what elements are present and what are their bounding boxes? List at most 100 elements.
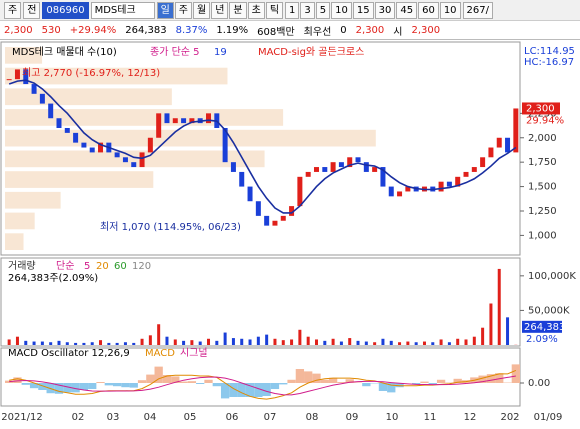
volume-bar: [173, 339, 177, 345]
volume-bar: [314, 339, 318, 345]
volume-last: 264,383: [524, 322, 565, 333]
toolbar-button[interactable]: 년: [211, 1, 229, 19]
volume-bar: [472, 336, 476, 345]
volume-bar: [107, 342, 111, 345]
oscillator-bar: [13, 377, 22, 383]
volume-bar: [431, 342, 435, 345]
volume-bar: [157, 324, 161, 345]
x-tick-label: 09: [346, 412, 359, 423]
toolbar-button[interactable]: 월: [193, 1, 211, 19]
change: 530: [41, 24, 61, 36]
candle: [206, 113, 212, 124]
interval-group: 1 3 5 10 15 30 45 60 10: [285, 1, 461, 19]
oscillator-bar: [179, 381, 188, 383]
candle: [280, 215, 286, 221]
oscillator-bar: [395, 383, 404, 388]
toolbar-button[interactable]: 1: [285, 1, 300, 19]
macd-legend: 시그널: [180, 347, 208, 359]
market-select[interactable]: 주: [4, 1, 22, 19]
y-tick-label: 1,500: [528, 182, 557, 193]
oscillator-bar: [187, 381, 197, 383]
candle: [172, 118, 178, 124]
x-tick-label: 03: [107, 412, 120, 423]
toolbar-button[interactable]: 주: [174, 1, 192, 19]
oscillator-bar: [196, 383, 205, 384]
volume-bar: [90, 342, 94, 345]
oscillator-bar: [495, 373, 504, 383]
oscillator-bar: [96, 382, 105, 383]
price: 2,300: [4, 24, 33, 36]
x-tick-label: 07: [264, 412, 277, 423]
candle: [297, 176, 303, 207]
volume-bar: [165, 336, 169, 345]
volume-bar: [306, 336, 310, 345]
oscillator-bar: [295, 369, 305, 383]
toolbar-button[interactable]: 10: [331, 1, 352, 19]
volume-bar: [414, 342, 418, 345]
volume-bar: [99, 340, 103, 345]
volume-bar: [348, 338, 352, 345]
volume-legend: 60: [114, 261, 127, 272]
candle: [139, 152, 145, 168]
toolbar-button[interactable]: 60: [418, 1, 439, 19]
oscillator-bar: [88, 383, 97, 390]
candle: [322, 167, 328, 172]
volume-bar: [65, 342, 69, 345]
toolbar-button[interactable]: 30: [374, 1, 396, 19]
oscillator-bar: [146, 374, 155, 383]
oscillator-bar: [420, 381, 429, 383]
candle: [122, 157, 128, 163]
toolbar-button[interactable]: 10: [439, 1, 461, 19]
oscillator-bar: [312, 373, 321, 383]
legend-entry: MACD-sig와 골든크로스: [258, 46, 364, 58]
volume-bar: [231, 338, 235, 345]
candle: [164, 113, 170, 124]
x-tick-label: 06: [226, 412, 239, 423]
candle: [81, 142, 87, 148]
oscillator-bar: [204, 379, 213, 383]
volume-bar: [32, 341, 36, 345]
candle: [380, 167, 386, 187]
volume-bar: [40, 341, 44, 345]
macd-legend: MACD Oscillator 12,26,9: [8, 348, 130, 359]
candle: [330, 162, 336, 172]
stock-code[interactable]: 086960: [42, 1, 89, 19]
toolbar-button[interactable]: 3: [300, 1, 315, 19]
prev-button[interactable]: 전: [23, 1, 41, 19]
volume-legend: 거래량: [8, 260, 36, 272]
toolbar-button[interactable]: 틱: [265, 1, 284, 19]
y-tick-label: 1,750: [528, 157, 557, 168]
toolbar-button[interactable]: 일: [156, 1, 174, 19]
oscillator-bar: [378, 383, 388, 391]
volume-bar: [74, 342, 78, 345]
last-price: 2,300: [526, 103, 555, 114]
candle: [181, 118, 187, 124]
toolbar-button[interactable]: 5: [315, 1, 331, 19]
volume-bar: [489, 303, 493, 345]
candle: [156, 113, 162, 138]
toolbar-button[interactable]: 45: [396, 1, 418, 19]
oscillator-bar: [5, 380, 14, 383]
x-tick-label: 05: [184, 412, 197, 423]
candle: [98, 142, 104, 153]
count-field[interactable]: 267/: [462, 1, 494, 19]
volume-bar: [240, 338, 244, 345]
quote-row: 2,300 530 +29.94% 264,383 8.37% 1.19% 60…: [0, 21, 580, 40]
volume-legend: 120: [132, 261, 151, 272]
candle: [39, 93, 45, 104]
oscillator-bar: [154, 366, 163, 383]
stock-name[interactable]: MDS테크: [90, 1, 155, 19]
rate: +29.94%: [69, 24, 117, 36]
volume-bar: [82, 342, 86, 345]
candle: [147, 137, 153, 153]
toolbar-button[interactable]: 분: [229, 1, 247, 19]
oscillator-bar: [486, 374, 496, 383]
legend-entry: 종가 단순 5: [150, 46, 200, 58]
toolbar-button[interactable]: 15: [352, 1, 374, 19]
oscillator-bar: [328, 377, 338, 383]
candle: [488, 147, 494, 158]
toolbar-button[interactable]: 초: [247, 1, 265, 19]
volume-bar: [389, 340, 393, 345]
candle: [230, 162, 236, 172]
